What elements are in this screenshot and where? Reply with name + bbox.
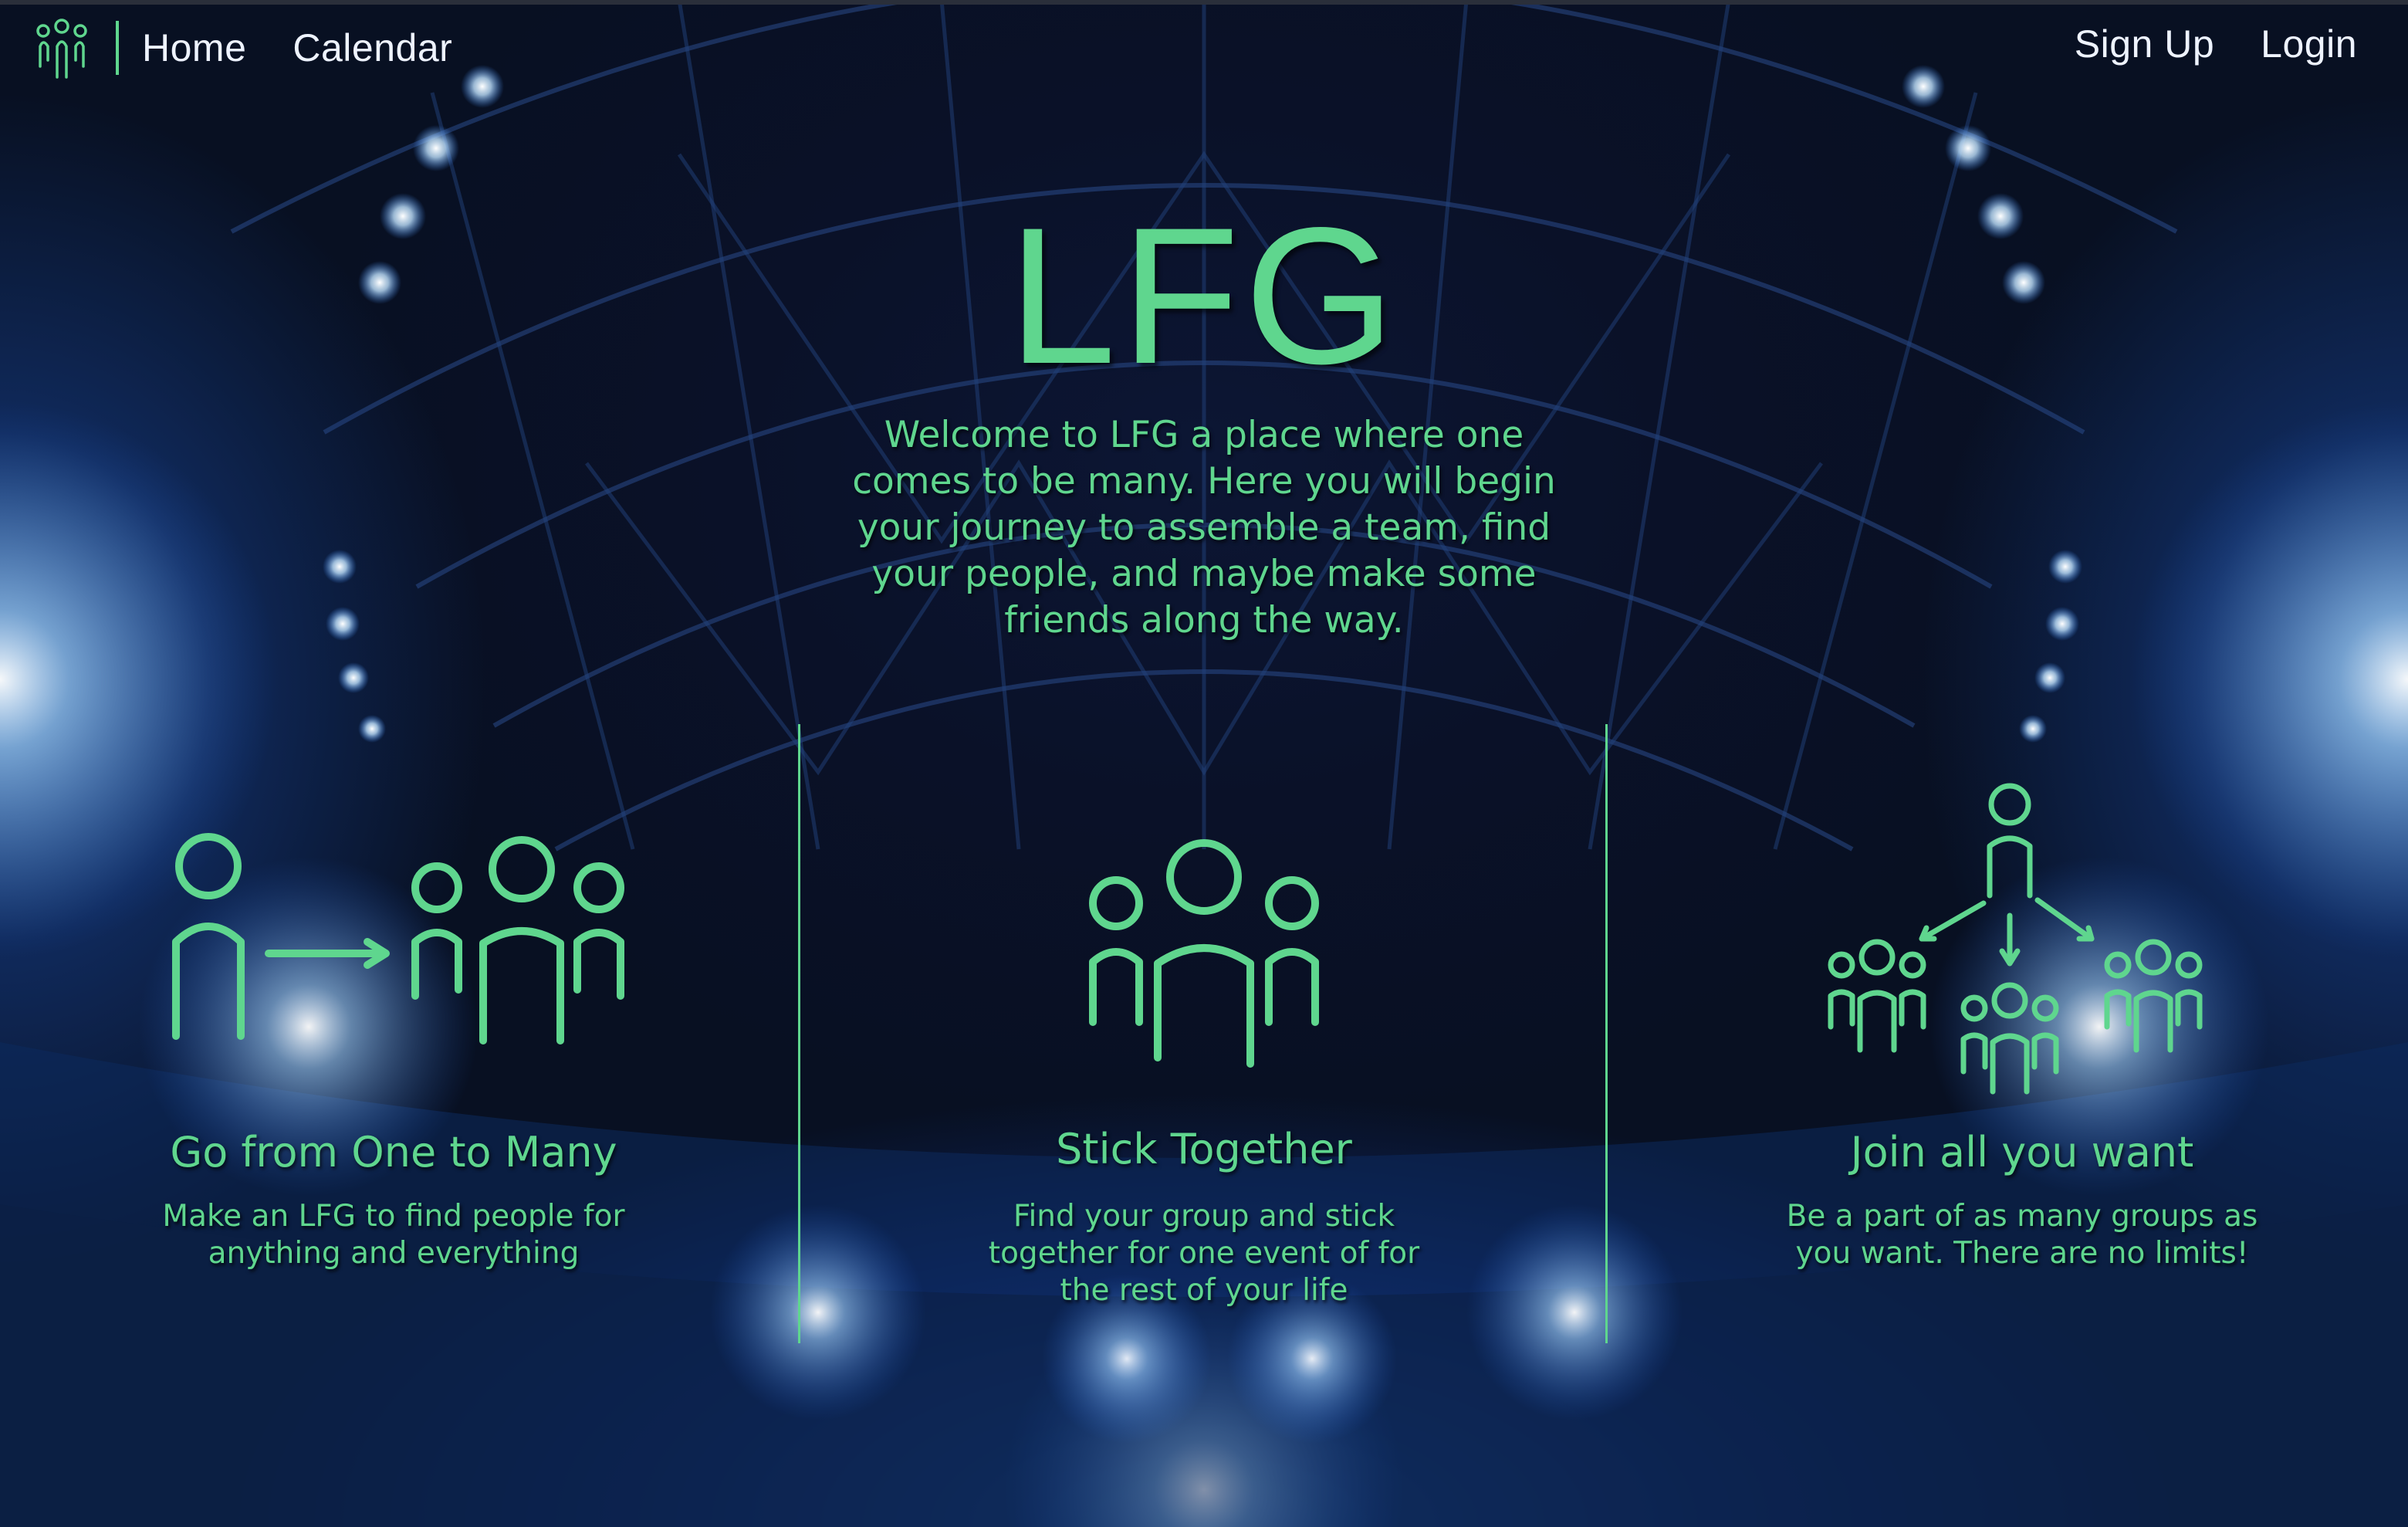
nav-right-group: Sign Up Login (2028, 22, 2357, 66)
feature-divider-right (1605, 724, 1608, 1343)
feature-one-to-many: Go from One to Many Make an LFG to find … (85, 811, 702, 1289)
group-icon (1089, 839, 1319, 1068)
nav-left-group: Home Calendar (29, 15, 499, 80)
nav-signup-link[interactable]: Sign Up (2074, 22, 2215, 66)
feature-three-description: Be a part of as many groups as you want.… (1786, 1199, 2258, 1271)
top-nav: Home Calendar Sign Up Login (0, 0, 2408, 85)
feature-divider-left (798, 724, 800, 1343)
feature-two-description: Find your group and stick together for o… (988, 1199, 1420, 1308)
feature-one-description: Make an LFG to find people for anything … (162, 1199, 625, 1271)
feature-two-title: Stick Together (1056, 1125, 1352, 1173)
multiple-groups-icon (1828, 783, 2203, 1095)
people-group-icon[interactable] (29, 15, 94, 80)
nav-separator (116, 21, 119, 75)
nav-login-link[interactable]: Login (2261, 22, 2357, 66)
hero-title: LFG (1007, 188, 1401, 405)
one-to-many-icon (172, 833, 624, 1045)
feature-stick-together: Stick Together Find your group and stick… (895, 811, 1513, 1320)
feature-join-all: Join all you want Be a part of as many g… (1713, 780, 2331, 1305)
feature-three-title: Join all you want (1850, 1128, 2194, 1177)
hero-description: Welcome to LFG a place where one comes t… (852, 414, 1556, 642)
nav-calendar-link[interactable]: Calendar (293, 26, 453, 69)
feature-one-title: Go from One to Many (170, 1128, 617, 1177)
nav-home-link[interactable]: Home (142, 26, 247, 69)
